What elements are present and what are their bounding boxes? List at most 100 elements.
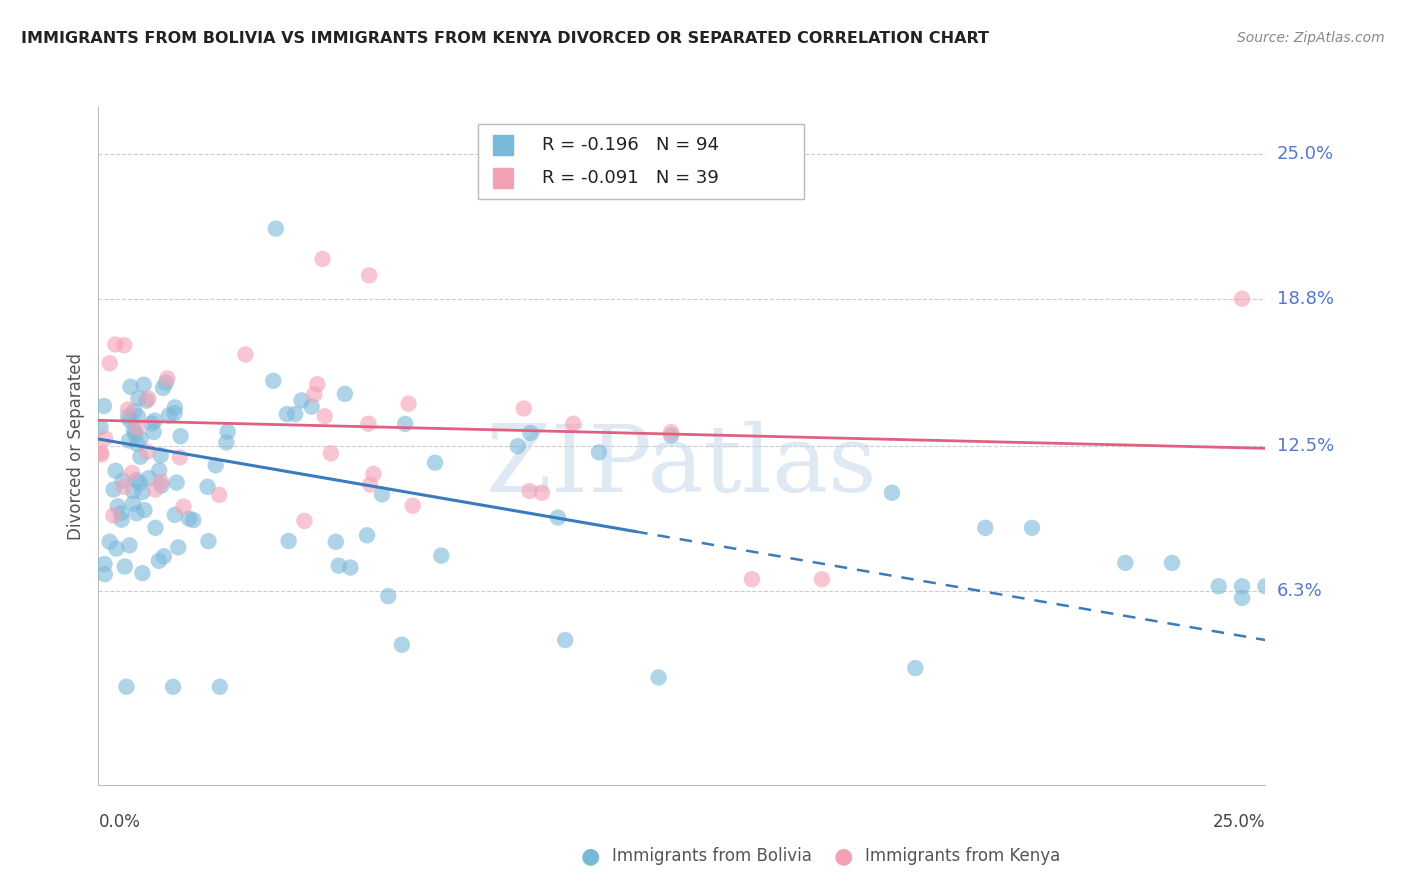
Text: Source: ZipAtlas.com: Source: ZipAtlas.com [1237, 31, 1385, 45]
Point [107, 500, 129, 514]
Point [115, 680, 138, 694]
Point [235, 347, 257, 361]
Point [163, 508, 186, 522]
Point [104, 464, 127, 478]
Point [118, 434, 141, 448]
Point [93, 557, 115, 571]
Point [371, 487, 394, 501]
Point [319, 446, 342, 460]
Point [90, 445, 112, 459]
Point [647, 670, 669, 684]
Point [506, 439, 529, 453]
Point [1230, 591, 1253, 605]
Point [208, 488, 231, 502]
Point [110, 513, 132, 527]
Text: 12.5%: 12.5% [1277, 437, 1334, 455]
Point [166, 475, 188, 490]
Text: ●: ● [834, 847, 853, 866]
Text: 25.0%: 25.0% [1213, 813, 1265, 831]
Point [132, 377, 155, 392]
Point [150, 478, 173, 492]
Point [155, 376, 177, 390]
Point [328, 558, 350, 573]
Point [136, 445, 159, 459]
Point [134, 503, 156, 517]
Point [162, 680, 184, 694]
Point [124, 426, 146, 441]
Point [128, 476, 150, 491]
Point [148, 463, 170, 477]
Point [314, 409, 336, 424]
Point [339, 560, 361, 574]
Point [163, 406, 186, 420]
Point [554, 633, 576, 648]
Point [277, 533, 299, 548]
Point [122, 484, 145, 499]
Point [304, 387, 326, 401]
Point [1114, 556, 1136, 570]
Point [98, 534, 121, 549]
Text: 25.0%: 25.0% [1277, 145, 1334, 163]
Point [562, 417, 585, 431]
Point [284, 407, 307, 421]
Point [356, 528, 378, 542]
Point [359, 268, 381, 283]
Point [152, 381, 174, 395]
Point [167, 541, 190, 555]
Point [513, 401, 536, 416]
Point [125, 506, 148, 520]
Point [143, 483, 166, 497]
Point [93, 399, 115, 413]
Point [121, 466, 143, 480]
Point [172, 500, 194, 514]
Point [122, 404, 145, 418]
Point [94, 567, 117, 582]
Point [974, 521, 997, 535]
Point [359, 477, 381, 491]
Point [142, 425, 165, 439]
Point [149, 449, 172, 463]
Point [547, 510, 569, 524]
Text: 18.8%: 18.8% [1277, 290, 1333, 308]
Point [811, 572, 834, 586]
Point [118, 538, 141, 552]
Point [129, 450, 152, 464]
Point [150, 475, 173, 489]
Point [103, 508, 125, 523]
Point [143, 414, 166, 428]
Point [325, 534, 347, 549]
Point [307, 377, 329, 392]
Point [141, 417, 163, 431]
Point [904, 661, 927, 675]
Point [1230, 292, 1253, 306]
Point [530, 485, 553, 500]
Point [111, 474, 134, 488]
Point [104, 337, 127, 351]
Point [103, 483, 125, 497]
Point [519, 425, 541, 440]
Point [215, 435, 238, 450]
Point [208, 680, 231, 694]
Point [89, 420, 111, 434]
Text: R = -0.091   N = 39: R = -0.091 N = 39 [541, 169, 718, 186]
Point [156, 371, 179, 385]
Point [741, 572, 763, 586]
Point [262, 374, 284, 388]
Point [1161, 556, 1184, 570]
Point [1254, 579, 1277, 593]
Point [430, 549, 453, 563]
Point [125, 473, 148, 487]
Point [291, 393, 314, 408]
Text: Immigrants from Kenya: Immigrants from Kenya [865, 847, 1060, 865]
Point [112, 338, 135, 352]
Point [333, 387, 356, 401]
Point [217, 425, 239, 439]
Point [264, 221, 287, 235]
Point [880, 485, 903, 500]
Point [391, 638, 413, 652]
Point [181, 513, 204, 527]
Point [118, 413, 141, 427]
Point [519, 483, 541, 498]
Point [122, 497, 145, 511]
Point [94, 431, 117, 445]
